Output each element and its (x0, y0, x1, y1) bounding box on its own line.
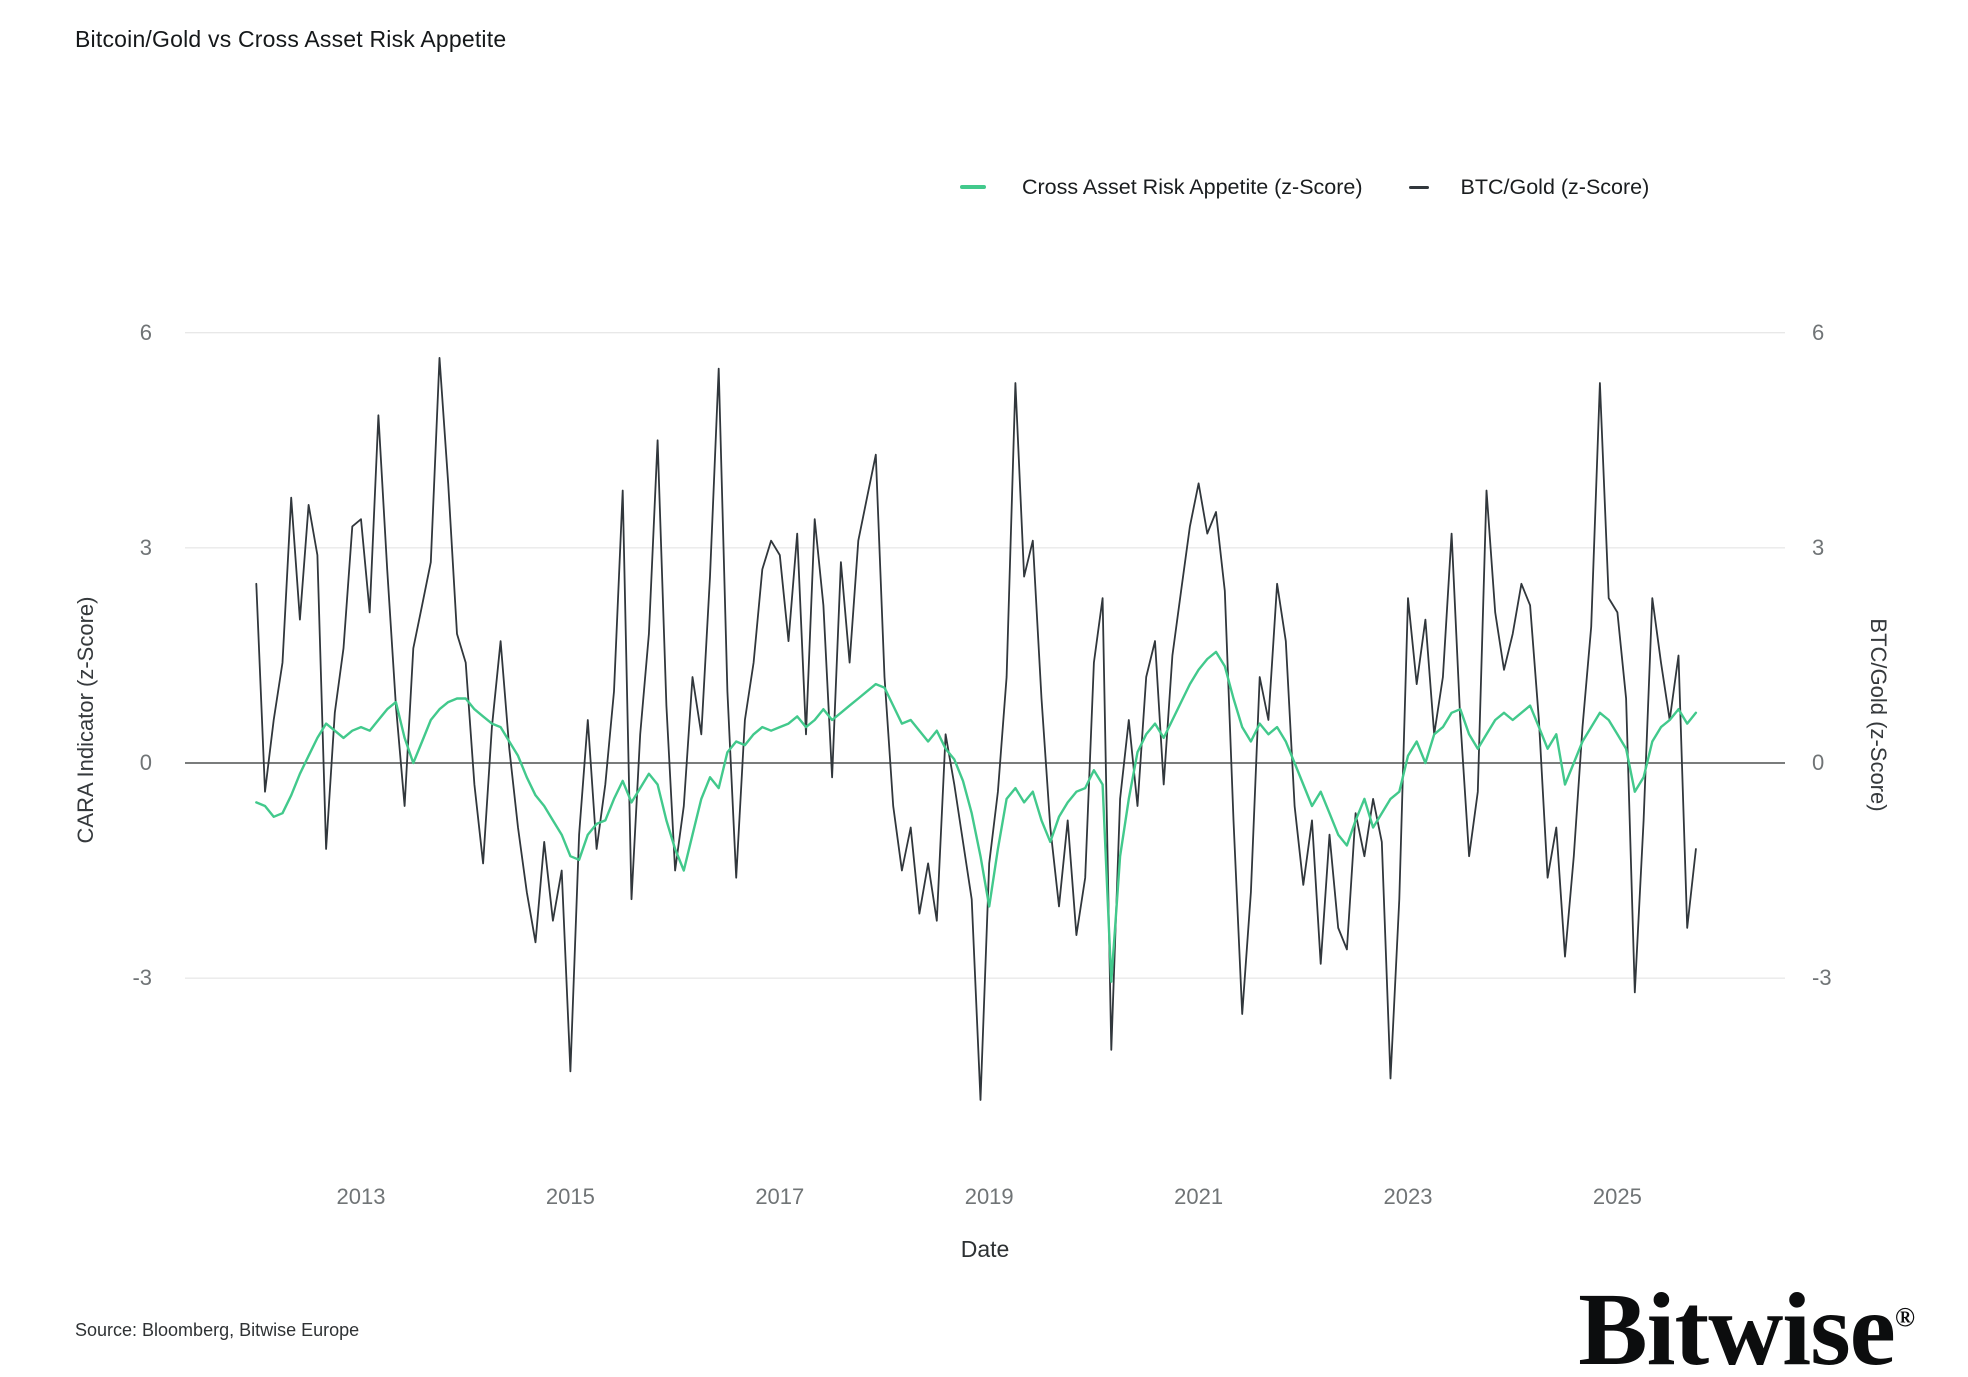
y-tick-left--3: -3 (132, 965, 152, 991)
y-tick-right-6: 6 (1812, 319, 1825, 345)
source-note: Source: Bloomberg, Bitwise Europe (75, 1320, 360, 1340)
cara-line-swatch-icon (960, 185, 986, 189)
chart-title: Bitcoin/Gold vs Cross Asset Risk Appetit… (75, 26, 507, 52)
y-tick-right-0: 0 (1812, 750, 1825, 775)
x-tick-2013: 2013 (336, 1184, 386, 1209)
cara-series-line (255, 650, 1698, 983)
legend-item-cara: Cross Asset Risk Appetite (z-Score) (960, 175, 1363, 200)
x-tick-2019: 2019 (964, 1184, 1014, 1209)
btc-series-line (255, 356, 1697, 1101)
legend-item-btc: BTC/Gold (z-Score) (1408, 174, 1650, 200)
bitwise-wordmark: Bitwise (1578, 1272, 1896, 1377)
legend-label-btc: BTC/Gold (z-Score) (1460, 174, 1650, 199)
y-axis-title-left: CARA Indicator (z-Score) (73, 596, 98, 844)
y-tick-left-0: 0 (139, 750, 152, 775)
btc-line-swatch-icon (1408, 185, 1429, 189)
x-tick-2023: 2023 (1383, 1184, 1433, 1209)
legend-label-cara: Cross Asset Risk Appetite (z-Score) (1022, 174, 1363, 199)
y-tick-left-3: 3 (139, 534, 152, 560)
x-tick-2015: 2015 (545, 1184, 595, 1209)
y-tick-left-6: 6 (139, 319, 152, 345)
legend: Cross Asset Risk Appetite (z-Score) BTC/… (960, 172, 1649, 202)
x-tick-2021: 2021 (1174, 1184, 1224, 1209)
registered-trademark-icon: ® (1894, 1302, 1915, 1332)
y-axis-title-right: BTC/Gold (z-Score) (1866, 618, 1891, 812)
y-tick-right--3: -3 (1812, 965, 1832, 991)
y-tick-right-3: 3 (1812, 534, 1825, 560)
x-tick-2025: 2025 (1592, 1184, 1642, 1209)
x-axis-title: Date (960, 1236, 1010, 1262)
x-tick-2017: 2017 (755, 1184, 805, 1209)
bitwise-logo: Bitwise® (1578, 1272, 1915, 1377)
